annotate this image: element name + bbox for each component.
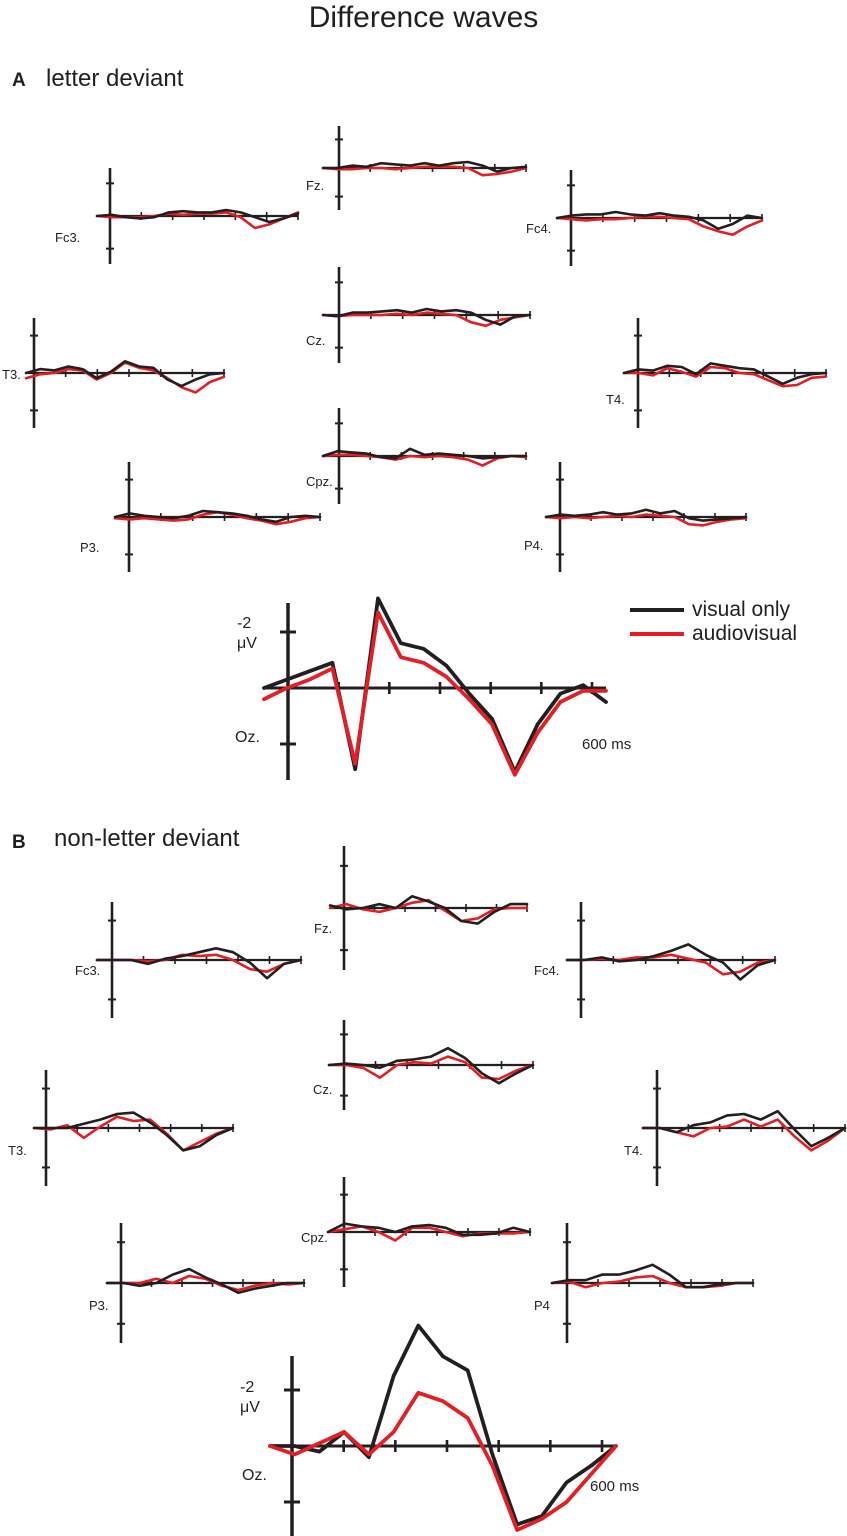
panel-a-oz-y-scale-unit: μV	[237, 635, 257, 652]
panel-b-p4-audiovisual-line	[550, 1274, 755, 1289]
panel-a-fz-label: Fz.	[306, 178, 324, 193]
panel-a-oz-label: Oz.	[235, 729, 260, 746]
panel-b-fc3-visual-only-line	[95, 946, 303, 980]
panel-a-fz-audiovisual-line	[321, 165, 528, 177]
panel-a-p4-audiovisual-line	[544, 513, 748, 527]
panel-b-fz-visual-only-line	[328, 894, 529, 925]
panel-a-fz-visual-only-line	[321, 160, 528, 173]
legend-swatch-visual-only	[630, 608, 684, 612]
panel-b-t4-label: T4.	[624, 1143, 643, 1158]
panel-a-cpz-visual-only-line	[321, 447, 528, 460]
panel-a-fc4-audiovisual-line	[555, 215, 764, 237]
panel-a-fc4-visual-only-line	[555, 210, 764, 231]
panel-a-p4-visual-only-line	[544, 508, 748, 522]
panel-b-letter: B	[12, 832, 26, 853]
panel-b-cz-label: Cz.	[313, 1082, 333, 1097]
panel-b-fc3-audiovisual-line	[95, 953, 303, 974]
panel-b-oz-y-scale-unit: μV	[240, 1399, 260, 1416]
panel-b-p3-visual-only-line	[105, 1267, 306, 1295]
panel-b-oz-x-scale-label: 600 ms	[590, 1478, 639, 1495]
panel-b-fc4-label: Fc4.	[534, 963, 559, 978]
figure-title: Difference waves	[308, 1, 539, 34]
panel-a-title: letter deviant	[46, 65, 184, 92]
legend-item-visual-only: visual only	[630, 598, 797, 622]
panel-b-cz-audiovisual-line	[327, 1055, 535, 1081]
panel-a-oz-audiovisual-line	[262, 610, 608, 777]
legend-label-visual-only: visual only	[692, 598, 791, 621]
panel-a-fc3-visual-only-line	[95, 208, 300, 224]
panel-a-oz-x-scale-label: 600 ms	[582, 736, 631, 753]
panel-a-oz-visual-only-line	[262, 596, 608, 774]
panel-b-title: non-letter deviant	[54, 825, 240, 852]
legend-item-audiovisual: audiovisual	[630, 622, 797, 646]
legend: visual only audiovisual	[630, 598, 797, 646]
panel-b-fc3-label: Fc3.	[75, 963, 100, 978]
panel-b-t4-visual-only-line	[641, 1109, 847, 1148]
legend-label-audiovisual: audiovisual	[692, 622, 798, 645]
panel-b-p4-label: P4	[534, 1298, 550, 1313]
panel-b-oz-label: Oz.	[242, 1467, 267, 1484]
panel-a-fc4-label: Fc4.	[526, 221, 551, 236]
panel-a-letter: A	[12, 70, 26, 91]
panel-a-cz-visual-only-line	[321, 307, 532, 326]
panel-a-fc3-label: Fc3.	[55, 230, 80, 245]
panel-a-t4-audiovisual-line	[622, 365, 828, 388]
panel-b-oz-y-scale-value: -2	[240, 1379, 254, 1396]
panel-a-oz-y-scale-value: -2	[237, 615, 251, 632]
panel-a-p3-visual-only-line	[113, 509, 322, 524]
panel-a-p3-label: P3.	[80, 540, 100, 555]
panel-b-oz-audiovisual-line	[268, 1390, 618, 1532]
panel-b-oz-visual-only-line	[268, 1323, 618, 1527]
panel-b-fz-label: Fz.	[314, 921, 332, 936]
panel-a-cz-label: Cz.	[306, 333, 326, 348]
legend-swatch-audiovisual	[630, 632, 684, 636]
panel-a-t3-visual-only-line	[24, 359, 226, 388]
panel-a-cpz-label: Cpz.	[306, 474, 333, 489]
panel-b-t3-label: T3.	[8, 1143, 27, 1158]
panel-b-cpz-visual-only-line	[326, 1222, 532, 1237]
panel-b-fc4-visual-only-line	[565, 943, 777, 981]
panel-b-t3-visual-only-line	[32, 1111, 235, 1152]
panel-a-t3-audiovisual-line	[24, 361, 226, 394]
panel-b-cz-visual-only-line	[327, 1046, 535, 1085]
panel-a-t4-visual-only-line	[622, 362, 828, 386]
panel-a-t3-label: T3.	[2, 367, 21, 382]
panel-a-cpz-audiovisual-line	[321, 453, 528, 467]
panel-b-p4-visual-only-line	[550, 1263, 755, 1289]
panel-b-cpz-label: Cpz.	[301, 1230, 328, 1245]
panel-a-t4-label: T4.	[606, 392, 625, 407]
panel-a-p4-label: P4.	[524, 538, 544, 553]
panel-b-t3-audiovisual-line	[32, 1115, 235, 1152]
panel-b-p3-label: P3.	[89, 1298, 109, 1313]
